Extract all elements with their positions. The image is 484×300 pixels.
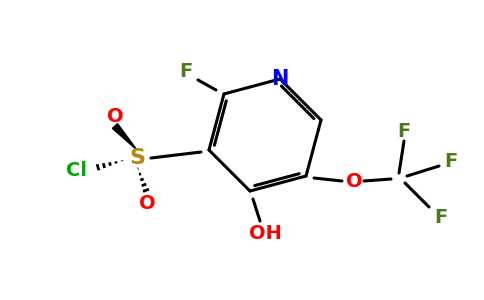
Text: S: S bbox=[129, 148, 145, 168]
Polygon shape bbox=[112, 124, 137, 150]
Text: F: F bbox=[180, 62, 193, 82]
Text: N: N bbox=[272, 69, 288, 89]
Text: O: O bbox=[106, 106, 123, 125]
Text: F: F bbox=[397, 122, 410, 140]
Text: F: F bbox=[434, 208, 448, 226]
Text: O: O bbox=[346, 172, 363, 190]
Text: Cl: Cl bbox=[66, 160, 88, 179]
Text: F: F bbox=[444, 152, 458, 170]
Text: OH: OH bbox=[249, 224, 281, 242]
Text: O: O bbox=[138, 194, 155, 212]
